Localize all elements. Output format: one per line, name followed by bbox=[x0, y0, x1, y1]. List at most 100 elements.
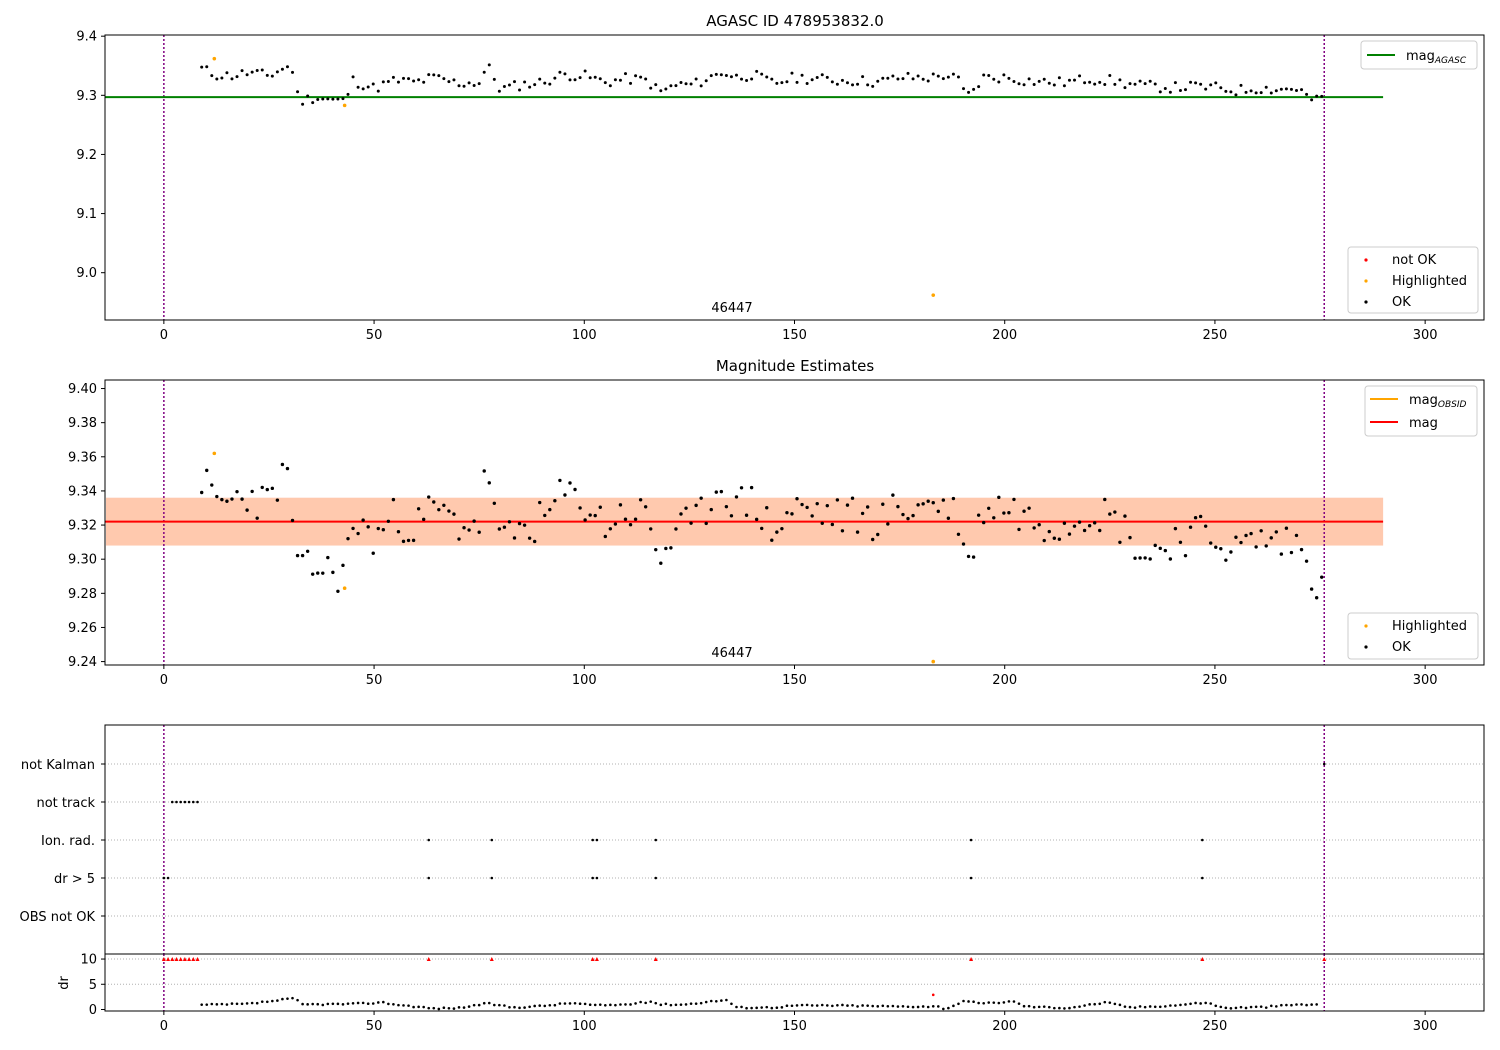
data-point bbox=[356, 531, 360, 536]
data-point bbox=[412, 79, 416, 83]
data-point bbox=[502, 525, 507, 529]
data-point bbox=[684, 82, 688, 86]
data-point bbox=[1118, 1003, 1122, 1007]
data-point bbox=[296, 90, 300, 94]
data-point bbox=[765, 75, 769, 79]
data-point bbox=[780, 81, 784, 85]
data-point bbox=[1289, 87, 1293, 91]
data-point bbox=[689, 521, 693, 525]
data-point bbox=[568, 1002, 572, 1005]
data-point bbox=[1163, 87, 1167, 91]
data-point bbox=[1199, 82, 1203, 86]
data-point bbox=[906, 516, 910, 521]
data-point bbox=[290, 518, 295, 523]
flag-point bbox=[654, 838, 658, 842]
data-point bbox=[523, 80, 527, 84]
data-point bbox=[911, 1005, 915, 1009]
data-point bbox=[1320, 94, 1324, 98]
data-point bbox=[972, 1000, 975, 1004]
data-point bbox=[280, 67, 284, 71]
data-point bbox=[432, 1006, 436, 1010]
data-point bbox=[896, 77, 900, 81]
data-point bbox=[987, 506, 991, 510]
data-point bbox=[442, 1006, 446, 1009]
data-point bbox=[825, 1004, 829, 1007]
data-point bbox=[527, 536, 532, 540]
data-point bbox=[770, 1006, 774, 1010]
data-point bbox=[416, 507, 421, 511]
data-point bbox=[805, 81, 809, 85]
data-point bbox=[1229, 550, 1233, 554]
y-tick-label: 9.2 bbox=[76, 148, 97, 163]
data-point bbox=[1229, 1007, 1233, 1010]
data-point bbox=[639, 1000, 642, 1004]
data-point bbox=[623, 517, 628, 521]
data-point bbox=[981, 520, 986, 525]
data-point bbox=[1264, 85, 1268, 89]
panel2-highlighted-points bbox=[212, 451, 936, 664]
data-point bbox=[437, 507, 441, 512]
data-point bbox=[750, 77, 754, 81]
data-point bbox=[1164, 1005, 1167, 1008]
data-point bbox=[613, 522, 618, 526]
data-point bbox=[376, 1001, 380, 1004]
flag-point bbox=[1201, 838, 1204, 842]
data-point bbox=[326, 97, 330, 101]
data-point bbox=[901, 512, 905, 517]
x-tick-label: 300 bbox=[1413, 328, 1438, 343]
data-point bbox=[891, 1004, 895, 1008]
data-point bbox=[467, 81, 471, 85]
data-point bbox=[957, 1002, 960, 1006]
data-point bbox=[407, 1004, 410, 1007]
data-point bbox=[1234, 535, 1238, 539]
data-point bbox=[275, 70, 279, 74]
data-point bbox=[1203, 524, 1208, 528]
data-point bbox=[392, 1003, 395, 1006]
legend2-ok-label: OK bbox=[1392, 640, 1411, 655]
data-point bbox=[578, 506, 582, 510]
legend-highlighted-marker bbox=[1364, 279, 1368, 283]
data-point bbox=[538, 1004, 542, 1007]
data-point bbox=[810, 78, 814, 82]
y-tick-label: 9.0 bbox=[76, 266, 97, 281]
data-point bbox=[790, 1004, 794, 1008]
data-point bbox=[1108, 1001, 1112, 1004]
data-point bbox=[1194, 1001, 1197, 1005]
panel1-y-ticks: 9.0 9.1 9.2 9.3 9.4 bbox=[76, 30, 105, 281]
data-point bbox=[755, 1006, 758, 1010]
data-point bbox=[553, 76, 557, 80]
data-point bbox=[977, 85, 981, 89]
legend-ok-marker bbox=[1364, 300, 1368, 304]
data-point bbox=[1305, 92, 1309, 96]
data-point bbox=[815, 75, 819, 79]
data-point bbox=[755, 69, 759, 73]
data-point bbox=[942, 1007, 945, 1011]
data-point bbox=[588, 76, 592, 80]
y-tick-label: 9.32 bbox=[68, 519, 97, 534]
data-point bbox=[1148, 557, 1152, 561]
data-point bbox=[402, 1004, 405, 1007]
data-point bbox=[341, 1003, 345, 1006]
data-point bbox=[952, 1004, 955, 1008]
data-point bbox=[936, 74, 940, 78]
y-tick-label: 9.30 bbox=[68, 553, 97, 568]
data-point bbox=[265, 487, 269, 492]
data-point bbox=[1163, 548, 1168, 553]
data-point bbox=[452, 512, 456, 516]
data-point bbox=[1249, 1005, 1253, 1009]
data-point bbox=[1072, 524, 1077, 528]
data-point bbox=[477, 82, 481, 86]
data-point bbox=[507, 520, 512, 524]
y-tick-label: 9.36 bbox=[68, 450, 97, 465]
panel2-y-ticks: 9.24 9.26 9.28 9.30 9.32 9.34 9.36 9.38 9.40 bbox=[68, 382, 105, 670]
data-point bbox=[1310, 1003, 1313, 1006]
data-point bbox=[401, 539, 406, 544]
data-point bbox=[921, 502, 925, 506]
highlighted-point bbox=[342, 103, 347, 108]
data-point bbox=[376, 89, 380, 93]
data-point bbox=[1052, 83, 1056, 87]
data-point bbox=[255, 1001, 259, 1005]
data-point bbox=[1062, 521, 1067, 525]
panel3-frame bbox=[104, 724, 1485, 955]
data-point bbox=[921, 1005, 925, 1008]
